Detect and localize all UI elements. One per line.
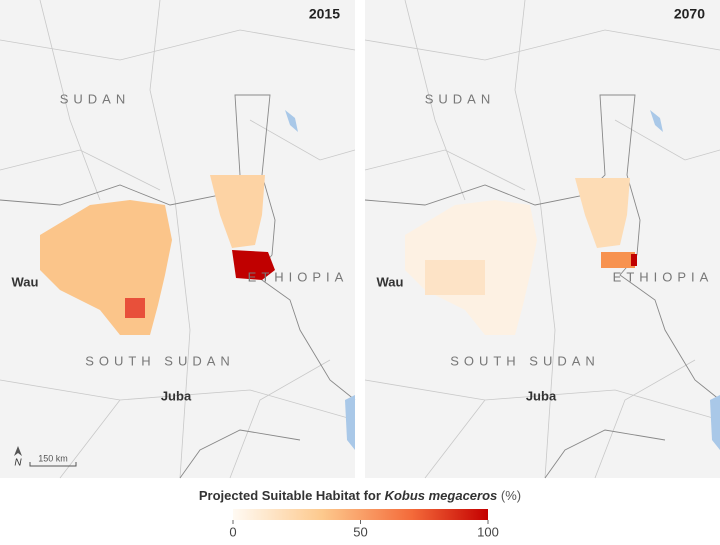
habitat <box>601 252 635 268</box>
legend-title: Projected Suitable Habitat for Kobus meg… <box>199 488 521 503</box>
country-label: SUDAN <box>60 91 131 106</box>
country-label: ETHIOPIA <box>248 269 349 284</box>
habitat <box>425 260 485 295</box>
year: 2070 <box>674 6 705 22</box>
scale-label: 150 km <box>38 453 68 463</box>
country-label: SOUTH SUDAN <box>85 353 235 368</box>
city-label: Wau <box>377 274 404 289</box>
habitat <box>232 250 275 280</box>
city-label: Wau <box>12 274 39 289</box>
north-arrow <box>14 446 22 456</box>
year: 2015 <box>309 6 340 22</box>
north-label: N <box>14 458 22 469</box>
legend-title-text: Projected Suitable Habitat for <box>199 488 381 503</box>
legend-unit: (%) <box>501 488 521 503</box>
country-label: SOUTH SUDAN <box>450 353 600 368</box>
habitat <box>210 175 265 248</box>
panel-2015: 2015 SUDAN SOUTH SUDAN ETHIOPIA Wau Juba… <box>0 0 356 479</box>
scale-bar <box>29 462 77 467</box>
legend-species: Kobus megaceros <box>385 488 498 503</box>
country-label: ETHIOPIA <box>613 269 714 284</box>
habitat <box>631 254 637 266</box>
tick-label: 100 <box>477 524 499 539</box>
city-label: Juba <box>526 388 557 403</box>
country-label: SUDAN <box>425 91 496 106</box>
city-label: Juba <box>161 388 192 403</box>
tick-label: 50 <box>353 524 367 539</box>
habitat <box>125 298 145 318</box>
panel-2070: 2070 SUDAN SOUTH SUDAN ETHIOPIA Wau Juba <box>364 0 720 479</box>
habitat <box>575 178 630 248</box>
tick-label: 0 <box>229 524 236 539</box>
color-bar <box>233 509 488 520</box>
